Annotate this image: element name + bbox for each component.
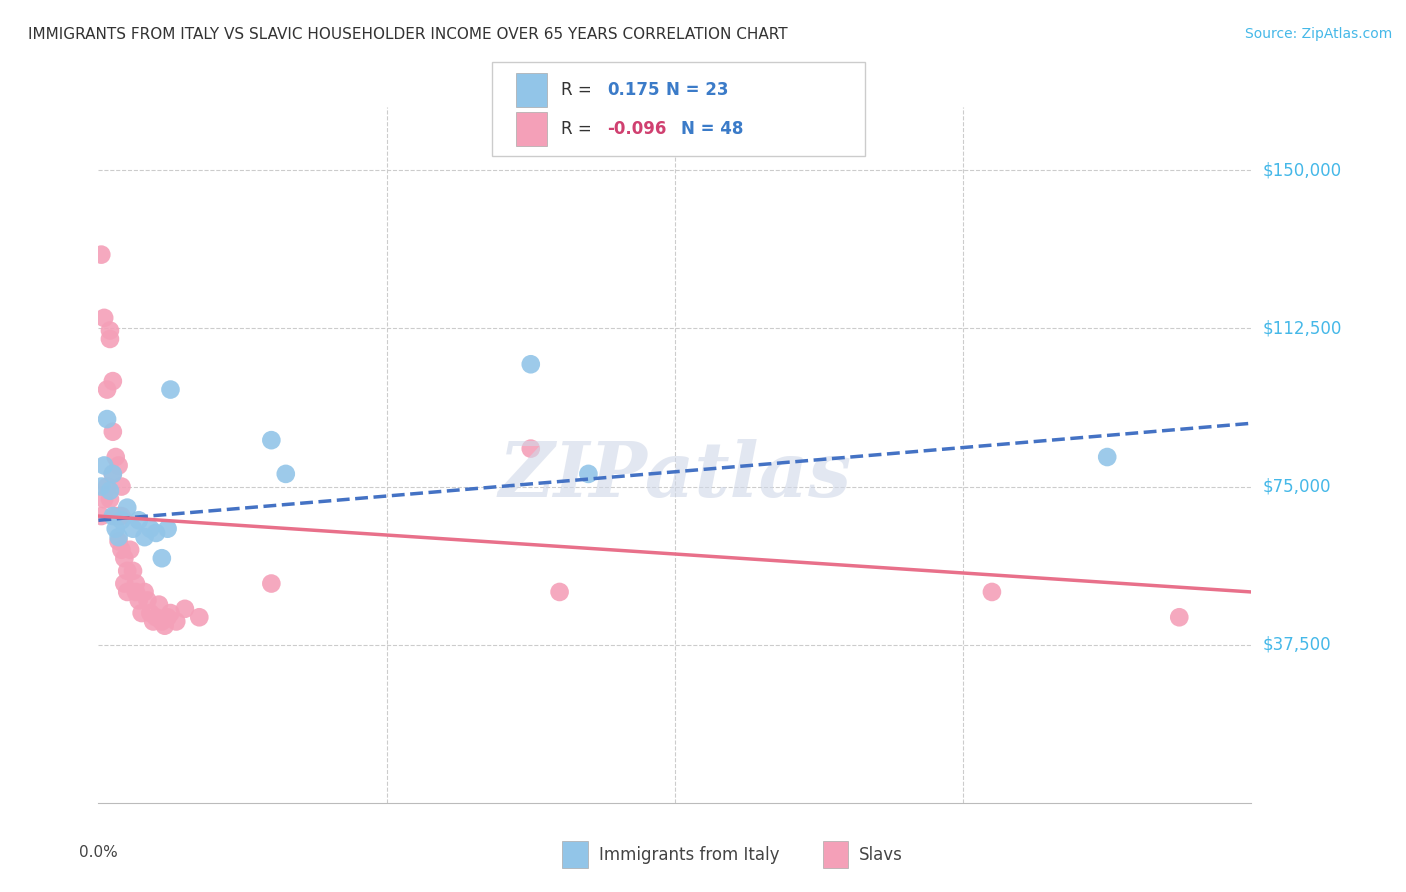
Point	[1168, 610, 1191, 624]
Point	[98, 483, 121, 498]
Point	[131, 606, 153, 620]
Text: 0.175: 0.175	[607, 81, 659, 99]
Text: Source: ZipAtlas.com: Source: ZipAtlas.com	[1244, 27, 1392, 41]
Text: IMMIGRANTS FROM ITALY VS SLAVIC HOUSEHOLDER INCOME OVER 65 YEARS CORRELATION CHA: IMMIGRANTS FROM ITALY VS SLAVIC HOUSEHOL…	[28, 27, 787, 42]
Point	[104, 522, 127, 536]
Point	[139, 606, 162, 620]
Point	[156, 522, 179, 536]
Point	[110, 542, 132, 557]
Point	[90, 479, 112, 493]
Point	[981, 585, 1004, 599]
Point	[117, 564, 138, 578]
Point	[125, 576, 148, 591]
Point	[117, 500, 138, 515]
Point	[101, 509, 124, 524]
Text: $75,000: $75,000	[1263, 477, 1331, 496]
Point	[104, 450, 127, 464]
Point	[120, 542, 142, 557]
Point	[93, 492, 115, 507]
Text: 0.0%: 0.0%	[79, 845, 118, 860]
Point	[260, 433, 283, 447]
Point	[174, 602, 197, 616]
Point	[548, 585, 571, 599]
Point	[96, 383, 118, 397]
Point	[125, 585, 148, 599]
Point	[98, 324, 121, 338]
Text: -0.096: -0.096	[607, 120, 666, 137]
Point	[104, 509, 127, 524]
Text: ZIPatlas: ZIPatlas	[498, 439, 852, 513]
Point	[122, 564, 145, 578]
Text: Slavs: Slavs	[859, 846, 903, 863]
Point	[1097, 450, 1119, 464]
Point	[112, 576, 135, 591]
Point	[150, 551, 173, 566]
Point	[150, 615, 173, 629]
Text: $112,500: $112,500	[1263, 319, 1343, 337]
Point	[136, 593, 159, 607]
Point	[165, 615, 187, 629]
Point	[159, 606, 181, 620]
Text: R =: R =	[561, 120, 598, 137]
Point	[107, 530, 129, 544]
Point	[107, 534, 129, 549]
Point	[96, 412, 118, 426]
Text: $37,500: $37,500	[1263, 636, 1331, 654]
Point	[112, 551, 135, 566]
Point	[134, 585, 156, 599]
Text: N = 48: N = 48	[681, 120, 742, 137]
Text: $150,000: $150,000	[1263, 161, 1341, 179]
Point	[153, 618, 176, 632]
Point	[142, 615, 165, 629]
Point	[107, 458, 129, 473]
Point	[156, 610, 179, 624]
Point	[101, 467, 124, 481]
Point	[274, 467, 297, 481]
Point	[93, 458, 115, 473]
Point	[145, 525, 167, 540]
Point	[128, 593, 150, 607]
Point	[101, 425, 124, 439]
Text: Immigrants from Italy: Immigrants from Italy	[599, 846, 779, 863]
Text: R =: R =	[561, 81, 598, 99]
Point	[520, 442, 543, 456]
Point	[110, 479, 132, 493]
Point	[90, 509, 112, 524]
Point	[260, 576, 283, 591]
Point	[117, 585, 138, 599]
Point	[578, 467, 600, 481]
Point	[148, 598, 170, 612]
Text: N = 23: N = 23	[666, 81, 728, 99]
Point	[122, 522, 145, 536]
Point	[107, 509, 129, 524]
Point	[110, 513, 132, 527]
Point	[101, 374, 124, 388]
Point	[159, 383, 181, 397]
Point	[134, 530, 156, 544]
Point	[520, 357, 543, 371]
Point	[110, 509, 132, 524]
Point	[98, 492, 121, 507]
Point	[96, 479, 118, 493]
Point	[90, 247, 112, 261]
Point	[93, 310, 115, 325]
Point	[128, 513, 150, 527]
Point	[101, 467, 124, 481]
Point	[145, 610, 167, 624]
Point	[188, 610, 211, 624]
Point	[139, 522, 162, 536]
Point	[98, 332, 121, 346]
